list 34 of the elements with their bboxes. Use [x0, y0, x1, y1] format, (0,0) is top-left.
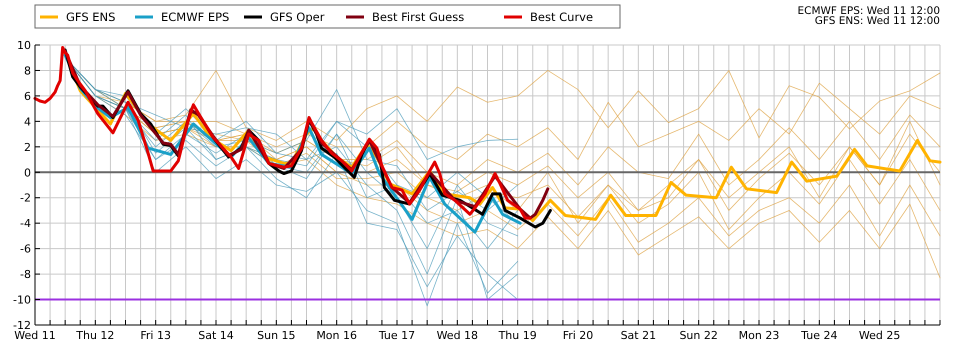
legend-label: GFS Oper: [270, 10, 325, 24]
y-tick-label: -6: [20, 242, 31, 256]
x-tick-label: Sun 15: [257, 329, 296, 342]
y-tick-label: -12: [13, 319, 31, 332]
x-tick-label: Tue 17: [378, 329, 416, 342]
x-tick-label: Sun 22: [679, 329, 718, 342]
legend-label: ECMWF EPS: [161, 10, 230, 24]
x-tick-label: Mon 23: [738, 329, 780, 342]
x-tick-label: Sat 21: [620, 329, 656, 342]
y-tick-label: 2: [24, 140, 31, 154]
x-tick-label: Wed 18: [436, 329, 478, 342]
x-tick-label: Fri 13: [140, 329, 171, 342]
y-tick-label: 8: [24, 64, 31, 78]
text: GFS ENS: Wed 11 12:00: [814, 15, 940, 27]
legend-label: Best Curve: [530, 10, 594, 24]
legend-label: GFS ENS: [66, 10, 116, 24]
y-tick-label: 10: [17, 39, 31, 52]
x-tick-label: Thu 12: [75, 329, 114, 342]
x-tick-label: Thu 19: [498, 329, 537, 342]
x-tick-label: Wed 11: [14, 329, 56, 342]
y-tick-label: 0: [24, 166, 31, 180]
text: ECMWF EPS: Wed 11 12:00: [798, 5, 940, 17]
y-tick-label: -10: [13, 294, 31, 307]
y-tick-label: -4: [20, 217, 31, 230]
y-tick-label: -8: [20, 268, 31, 282]
y-tick-label: -2: [20, 192, 31, 205]
x-tick-label: Tue 24: [800, 329, 838, 342]
x-tick-label: Fri 20: [562, 329, 594, 342]
x-tick-label: Sat 14: [198, 329, 234, 342]
y-tick-label: 6: [24, 90, 31, 103]
y-tick-label: 4: [24, 115, 31, 128]
legend-label: Best First Guess: [372, 10, 464, 24]
x-tick-label: Wed 25: [858, 329, 900, 342]
x-tick-label: Mon 16: [316, 329, 358, 342]
